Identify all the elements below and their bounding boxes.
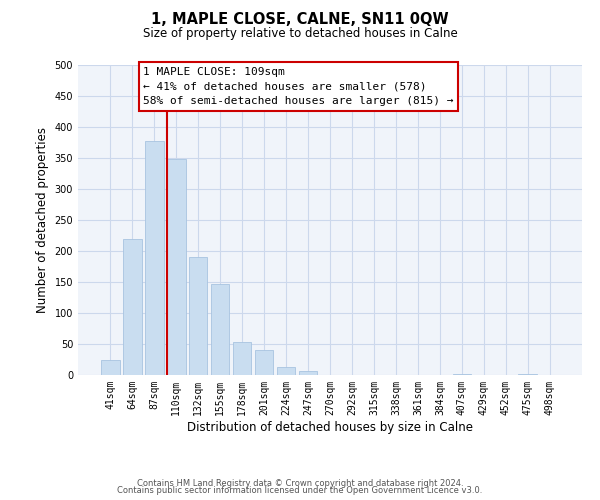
Bar	[452, 374, 471, 375]
Bar	[189, 257, 208, 375]
Bar	[277, 367, 295, 375]
Text: 1 MAPLE CLOSE: 109sqm
← 41% of detached houses are smaller (578)
58% of semi-det: 1 MAPLE CLOSE: 109sqm ← 41% of detached …	[143, 67, 454, 106]
Bar	[255, 350, 274, 375]
Bar	[233, 342, 251, 375]
Text: Size of property relative to detached houses in Calne: Size of property relative to detached ho…	[143, 28, 457, 40]
Y-axis label: Number of detached properties: Number of detached properties	[36, 127, 49, 313]
Bar	[518, 374, 537, 375]
Bar	[299, 370, 317, 375]
Bar	[145, 140, 164, 375]
Text: Contains public sector information licensed under the Open Government Licence v3: Contains public sector information licen…	[118, 486, 482, 495]
Bar	[167, 159, 185, 375]
Text: Contains HM Land Registry data © Crown copyright and database right 2024.: Contains HM Land Registry data © Crown c…	[137, 478, 463, 488]
Text: 1, MAPLE CLOSE, CALNE, SN11 0QW: 1, MAPLE CLOSE, CALNE, SN11 0QW	[151, 12, 449, 28]
Bar	[123, 238, 142, 375]
X-axis label: Distribution of detached houses by size in Calne: Distribution of detached houses by size …	[187, 420, 473, 434]
Bar	[211, 284, 229, 375]
Bar	[101, 360, 119, 375]
